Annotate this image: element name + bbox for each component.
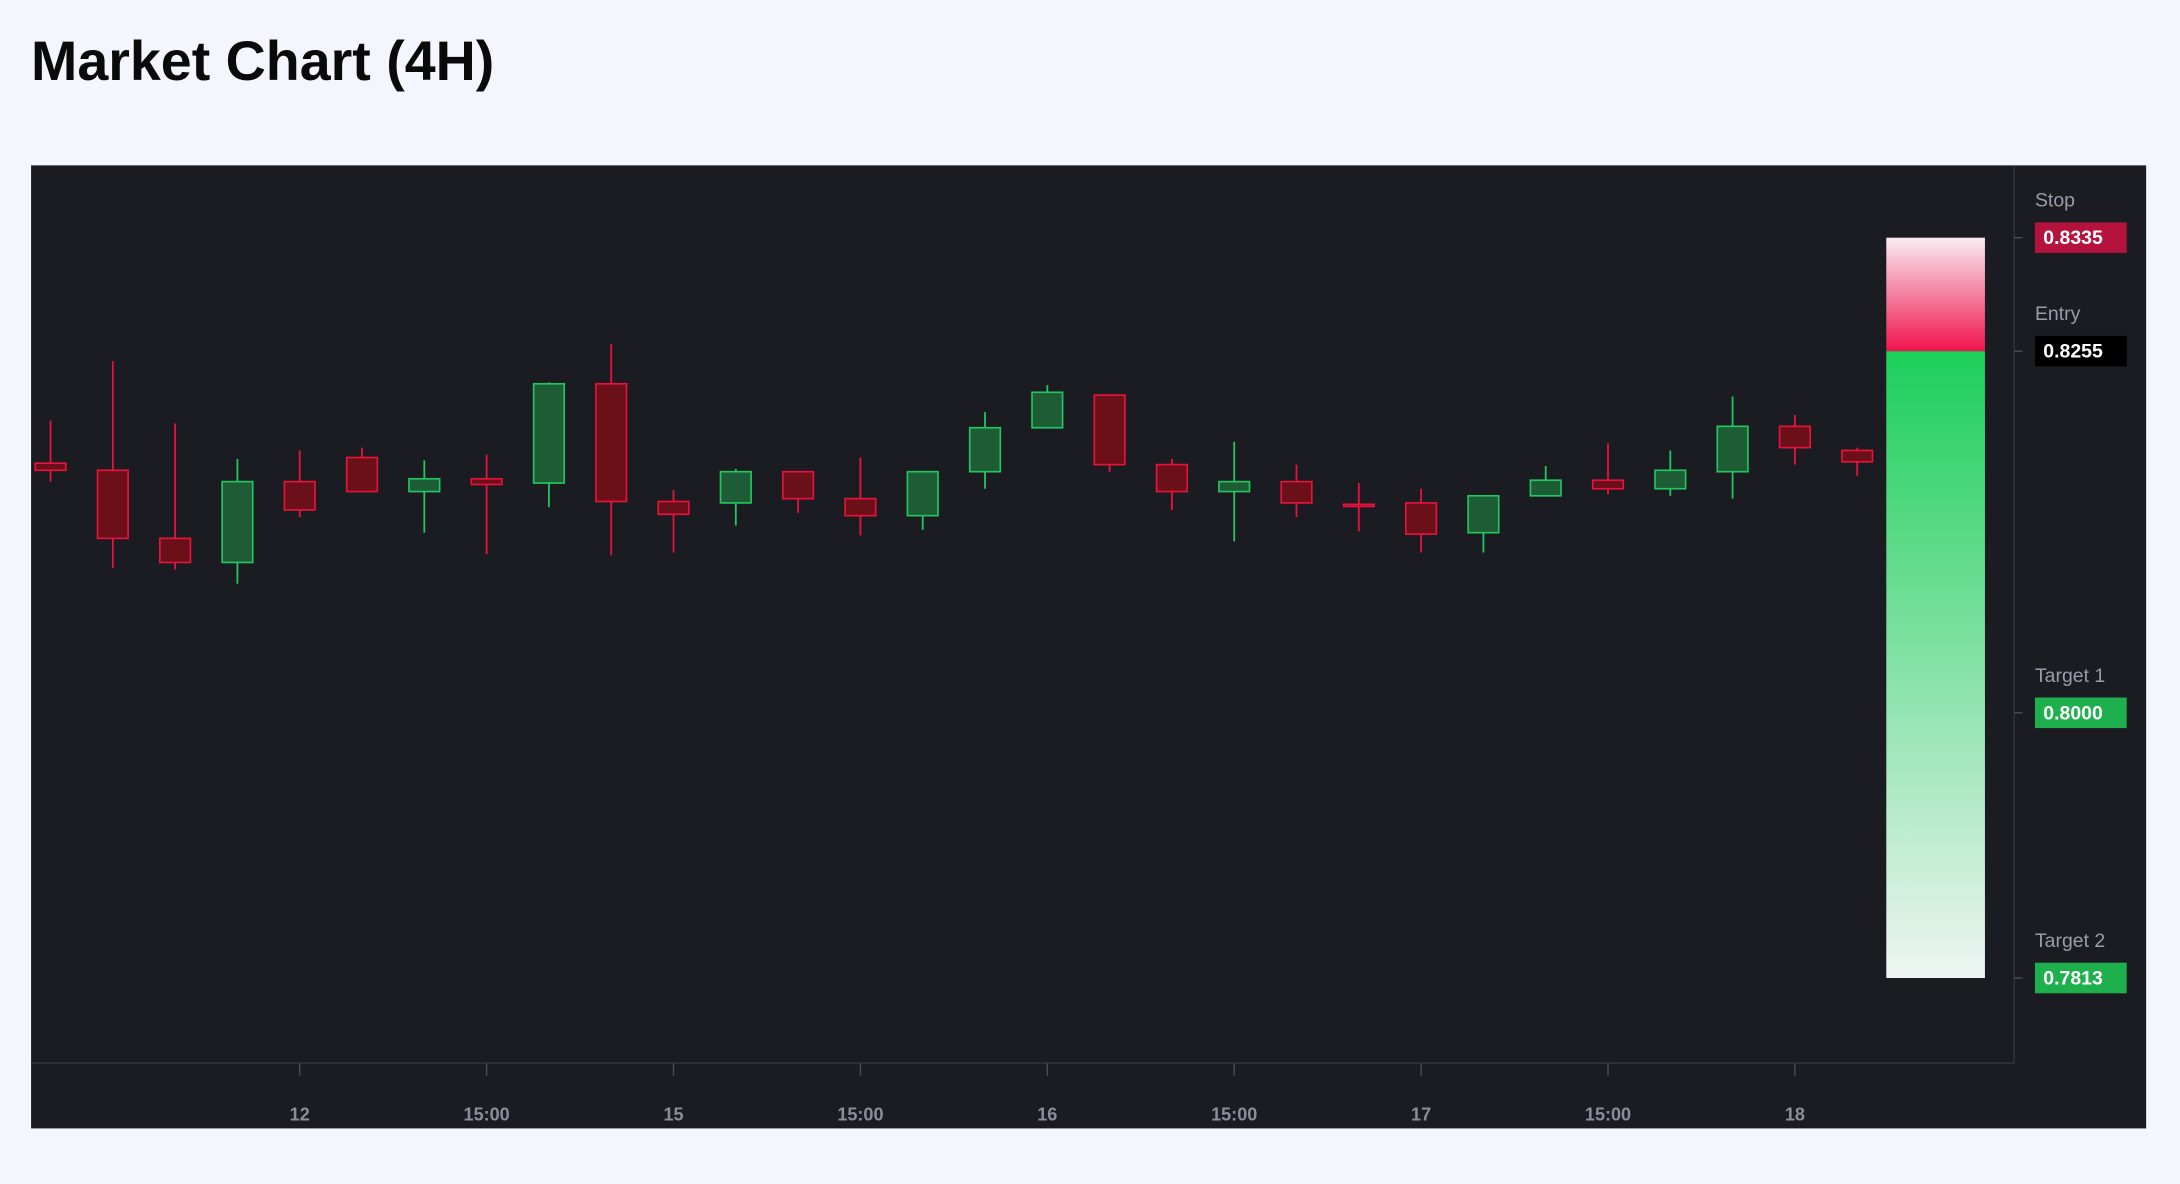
candle-body	[470, 477, 503, 486]
chart-panel	[31, 165, 2147, 1129]
level-badge	[2034, 335, 2127, 367]
level-value: 0.7813	[2043, 968, 2103, 990]
x-tick-label: 15:00	[464, 1105, 510, 1125]
reward-zone	[1886, 351, 1985, 979]
candle-body	[1404, 502, 1438, 535]
level-name: Entry	[2035, 303, 2081, 325]
candle-body	[968, 426, 1002, 473]
candle-body	[1280, 480, 1313, 504]
x-tick-label: 17	[1411, 1105, 1431, 1125]
x-tick-label: 16	[1037, 1105, 1057, 1125]
candle-body	[1716, 425, 1749, 473]
risk-zone	[1886, 237, 1985, 352]
chart-title: Market Chart (4H)	[31, 30, 494, 92]
level-name: Stop	[2035, 190, 2075, 212]
level-badge	[2034, 222, 2127, 253]
candle-body	[96, 469, 129, 540]
candle-body	[1031, 391, 1064, 429]
candle-body	[283, 480, 316, 511]
level-value: 0.8255	[2043, 341, 2103, 363]
candle-body	[719, 470, 752, 504]
candle-body	[781, 470, 815, 500]
x-tick-label: 15	[663, 1105, 683, 1125]
x-tick-label: 12	[290, 1105, 310, 1125]
candle-body	[906, 470, 939, 517]
level-value: 0.8335	[2043, 227, 2103, 249]
level-badge	[2034, 962, 2127, 994]
candle-body	[1529, 479, 1562, 497]
level-name: Target 2	[2035, 930, 2105, 952]
candle-body	[1093, 394, 1126, 466]
level-badge	[2034, 697, 2127, 729]
candle-body	[532, 382, 566, 484]
level-value: 0.8000	[2043, 702, 2103, 724]
candle-body	[1841, 449, 1874, 463]
candle-body	[1218, 480, 1251, 493]
x-tick-label: 18	[1785, 1105, 1805, 1125]
candle-body	[345, 456, 379, 493]
candle-body	[34, 462, 67, 472]
candle-body	[408, 477, 441, 493]
x-tick-label: 15:00	[837, 1105, 883, 1125]
x-tick-label: 15:00	[1211, 1105, 1257, 1125]
candle-body	[221, 480, 254, 564]
candle-body	[1778, 425, 1812, 449]
x-tick-label: 15:00	[1585, 1105, 1631, 1125]
candle-body	[1591, 479, 1625, 490]
candle-body	[159, 537, 192, 564]
candle-body	[1654, 469, 1687, 490]
candle-body	[844, 497, 877, 517]
level-name: Target 1	[2035, 665, 2105, 687]
candle-body	[595, 382, 628, 503]
candle-body	[1155, 463, 1189, 493]
candle-body	[1342, 503, 1375, 508]
candle-body	[657, 500, 690, 516]
candle-body	[1467, 494, 1500, 534]
